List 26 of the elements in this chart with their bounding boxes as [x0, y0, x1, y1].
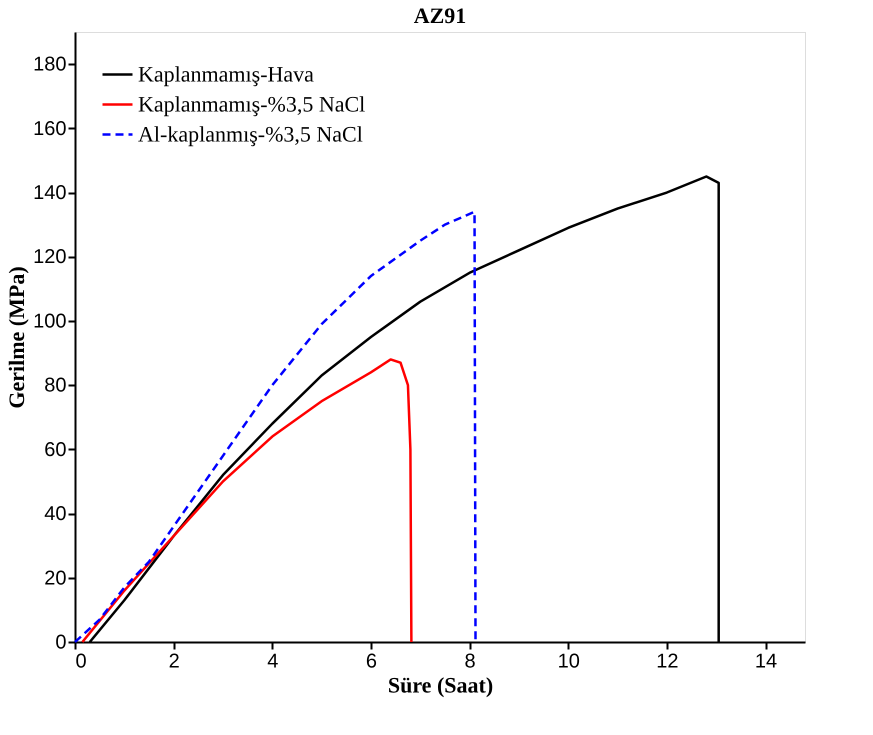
- y-tick-label: 180: [33, 54, 66, 76]
- y-tick-label: 100: [33, 310, 66, 332]
- y-tick-label: 40: [44, 503, 66, 526]
- y-tick-label: 0: [55, 632, 66, 654]
- y-tick-label: 20: [44, 567, 66, 590]
- x-tick-label: 0: [76, 650, 87, 672]
- x-tick-label: 4: [267, 650, 278, 672]
- y-tick-label: 80: [44, 374, 66, 397]
- x-axis-title: Süre (Saat): [388, 672, 494, 698]
- x-tick-label: 10: [558, 650, 580, 672]
- x-tick-label: 12: [656, 650, 679, 672]
- x-tick-label: 8: [464, 650, 476, 672]
- y-tick-label: 160: [33, 118, 66, 140]
- line-series: [81, 358, 413, 644]
- y-tick-label: 60: [44, 438, 66, 461]
- x-tick-label: 6: [366, 650, 378, 672]
- legend-label: Kaplanmamış-Hava: [138, 62, 314, 86]
- chart-title: AZ91: [414, 3, 466, 28]
- x-tick-label: 14: [754, 650, 778, 672]
- y-axis-title: Gerilme (MPa): [4, 266, 30, 409]
- legend-label: Kaplanmamış-%3,5 NaCl: [138, 92, 366, 116]
- y-tick-label: 140: [33, 182, 66, 204]
- line-series: [74, 210, 477, 644]
- x-tick-label: 2: [168, 650, 180, 672]
- legend-label: Al-kaplanmış-%3,5 NaCl: [138, 122, 363, 146]
- y-tick-label: 120: [33, 246, 66, 268]
